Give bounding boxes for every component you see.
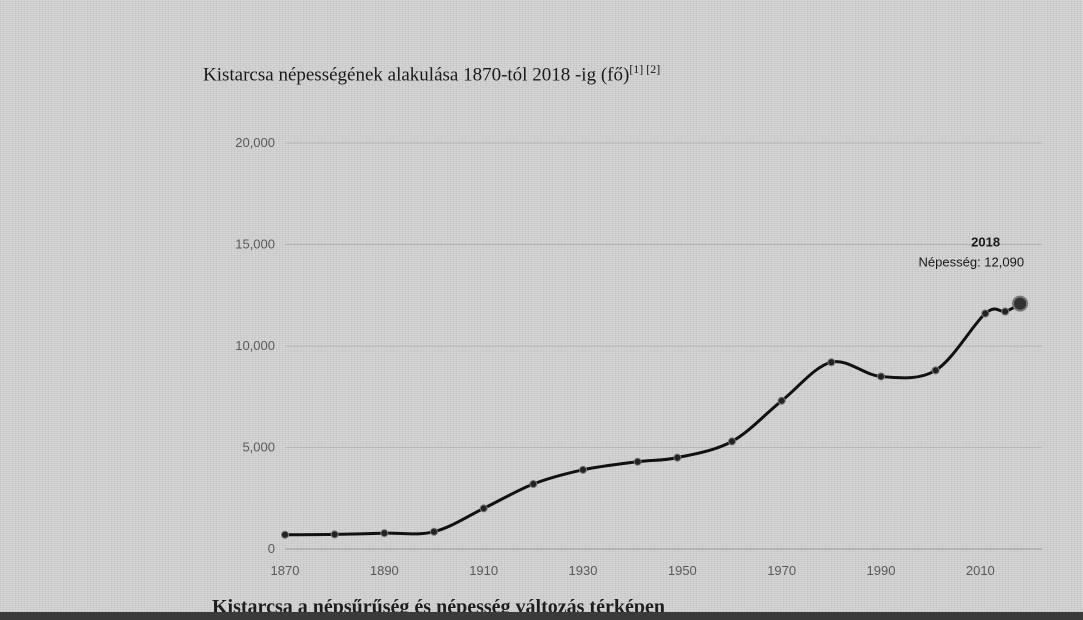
data-point[interactable]	[877, 372, 885, 381]
data-point[interactable]	[981, 309, 990, 318]
data-point[interactable]	[827, 358, 836, 367]
bottom-edge	[0, 612, 1083, 620]
y-tick-label: 0	[268, 541, 275, 556]
x-tick-label: 1950	[668, 563, 697, 578]
x-tick-label: 1910	[469, 563, 498, 578]
gridlines	[285, 142, 1042, 550]
x-tick-label: 2010	[966, 563, 995, 578]
population-series-line	[283, 302, 1022, 537]
data-point[interactable]	[479, 504, 488, 513]
x-tick-label: 1990	[867, 563, 896, 578]
data-points	[281, 295, 1029, 539]
x-tick-label: 1970	[767, 563, 796, 578]
annotation-value: Népesség: 12,090	[919, 255, 1025, 270]
data-point[interactable]	[579, 465, 587, 474]
data-point[interactable]	[633, 457, 642, 466]
highlighted-data-point[interactable]	[1012, 295, 1029, 312]
data-point[interactable]	[673, 453, 682, 462]
data-point[interactable]	[728, 437, 736, 446]
x-tick-label: 1870	[271, 563, 300, 578]
title-references[interactable]: [1] [2]	[629, 62, 661, 76]
y-tick-label: 10,000	[235, 338, 275, 353]
x-tick-label: 1890	[370, 563, 399, 578]
annotation-year: 2018	[971, 235, 1000, 250]
y-axis-ticks: 0 5,000 10,000 15,000 20,000	[235, 135, 275, 556]
y-tick-label: 5,000	[242, 440, 275, 455]
x-tick-label: 1930	[569, 563, 598, 578]
y-tick-label: 15,000	[235, 237, 275, 252]
y-tick-label: 20,000	[235, 135, 275, 150]
chart-title-text: Kistarcsa népességének alakulása 1870-tó…	[203, 64, 630, 86]
data-point[interactable]	[380, 529, 389, 538]
data-point[interactable]	[281, 530, 289, 539]
data-point[interactable]	[430, 527, 438, 536]
chart-title: Kistarcsa népességének alakulása 1870-tó…	[203, 62, 660, 86]
data-point[interactable]	[931, 366, 940, 375]
data-point[interactable]	[1001, 307, 1010, 316]
data-point[interactable]	[777, 396, 786, 405]
hover-annotation: 2018 Népesség: 12,090	[919, 235, 1025, 270]
data-point[interactable]	[529, 480, 538, 489]
data-point[interactable]	[330, 530, 339, 539]
x-axis-ticks: 1870 1890 1910 1930 1950 1970 1990 2010	[271, 563, 995, 578]
